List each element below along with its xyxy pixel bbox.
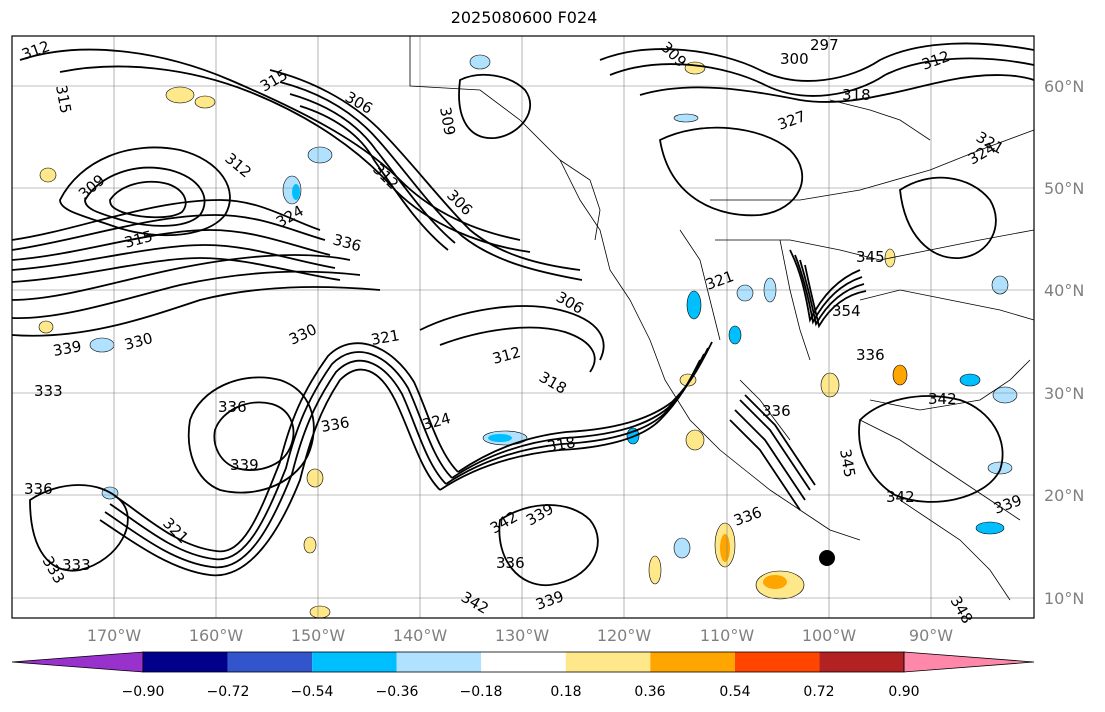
colorbar-extend-low: [11, 651, 144, 673]
shade-blob: [194, 95, 216, 109]
contour-label: 336: [320, 413, 351, 436]
shade-blob: [820, 372, 840, 398]
shade-blob: [959, 373, 981, 387]
colorbar-tick-label: −0.54: [290, 684, 334, 700]
contour-label: 321: [370, 326, 401, 349]
colorbar-tick-label: 0.18: [550, 684, 582, 700]
contour-label: 333: [34, 382, 63, 400]
colorbar-segment: [734, 652, 820, 672]
lat-label: 40°N: [1044, 281, 1085, 300]
lon-label: 150°W: [290, 626, 346, 645]
contour-label: 333: [62, 556, 91, 574]
shade-blob: [685, 429, 705, 451]
shade-blob: [38, 320, 54, 334]
contour-label: 336: [496, 554, 525, 572]
graticule: [12, 36, 1034, 618]
lat-label: 60°N: [1044, 77, 1085, 96]
shade-blob: [686, 290, 702, 320]
contour-label: 345: [856, 248, 885, 266]
colorbar-segment: [565, 652, 651, 672]
colorbar: [11, 651, 1035, 673]
map-frame: [11, 35, 1035, 619]
contour-label: 315: [52, 84, 75, 115]
colorbar-tick-label: −0.72: [206, 684, 250, 700]
shade-blob: [736, 284, 754, 302]
shade-blob: [892, 364, 908, 386]
contour-label: 354: [832, 302, 861, 320]
shade-blob: [306, 468, 324, 488]
shade-blob: [673, 113, 699, 123]
colorbar-tick-label: −0.90: [121, 684, 165, 700]
contour-label: 339: [52, 337, 83, 360]
colorbar-segment: [143, 652, 228, 672]
shade-blob: [728, 325, 742, 345]
lat-label: 30°N: [1044, 384, 1085, 403]
lon-label: 130°W: [494, 626, 550, 645]
shade-blob: [89, 337, 115, 353]
colorbar-segment: [396, 652, 482, 672]
contour-label: 336: [762, 402, 791, 420]
contour-label: 297: [810, 36, 839, 54]
location-marker: [819, 550, 835, 566]
shade-blob: [165, 86, 195, 104]
shade-blob: [763, 575, 787, 589]
shade-blob: [992, 386, 1018, 404]
contour-label: 300: [780, 50, 809, 68]
shade-blob: [991, 275, 1009, 295]
contour-label: 318: [546, 433, 577, 456]
contour-label: 342: [928, 390, 957, 408]
colorbar-tick-label: 0.90: [888, 684, 920, 700]
colorbar-tick-label: 0.72: [803, 684, 835, 700]
shade-blob: [292, 184, 300, 200]
lat-label: 20°N: [1044, 486, 1085, 505]
colorbar-segment: [227, 652, 313, 672]
contour-label: 318: [842, 86, 871, 104]
contour-label: 336: [856, 346, 885, 364]
colorbar-segment: [650, 652, 735, 672]
map-title: 2025080600 F024: [450, 8, 598, 27]
shade-blob: [648, 555, 662, 585]
lon-label: 170°W: [86, 626, 142, 645]
lon-label: 140°W: [392, 626, 448, 645]
contour-label: 309: [436, 106, 459, 137]
shade-blob: [307, 146, 333, 164]
shade-blob: [684, 61, 706, 75]
lon-label: 110°W: [699, 626, 755, 645]
shade-blob: [469, 54, 491, 70]
shade-blob: [975, 521, 1005, 535]
lon-label: 100°W: [801, 626, 857, 645]
shade-blob: [673, 537, 691, 559]
colorbar-tick-label: −0.36: [375, 684, 419, 700]
shade-blob: [303, 536, 317, 554]
lon-label: 120°W: [596, 626, 652, 645]
colorbar-tick-label: 0.54: [719, 684, 751, 700]
contour-label: 342: [886, 488, 915, 506]
lon-label: 90°W: [908, 626, 954, 645]
colorbar-extend-high: [903, 651, 1035, 673]
colorbar-segment: [819, 652, 904, 672]
shade-blob: [39, 167, 57, 183]
shade-blob: [488, 434, 512, 442]
colorbar-border: [142, 651, 905, 673]
colorbar-tick-label: 0.36: [634, 684, 666, 700]
lat-label: 10°N: [1044, 589, 1085, 608]
contour-lines: [11, 42, 1035, 586]
contour-label: 336: [24, 480, 53, 498]
shade-blob: [309, 605, 331, 619]
lat-label: 50°N: [1044, 179, 1085, 198]
coastlines: [409, 36, 1035, 601]
colorbar-segment: [312, 652, 397, 672]
contour-label: 339: [230, 456, 259, 474]
contour-label: 345: [836, 448, 859, 479]
colorbar-tick-label: −0.18: [459, 684, 503, 700]
shade-blob: [720, 534, 730, 562]
colorbar-segment: [481, 652, 566, 672]
lon-label: 160°W: [188, 626, 244, 645]
contour-label: 336: [218, 398, 247, 416]
